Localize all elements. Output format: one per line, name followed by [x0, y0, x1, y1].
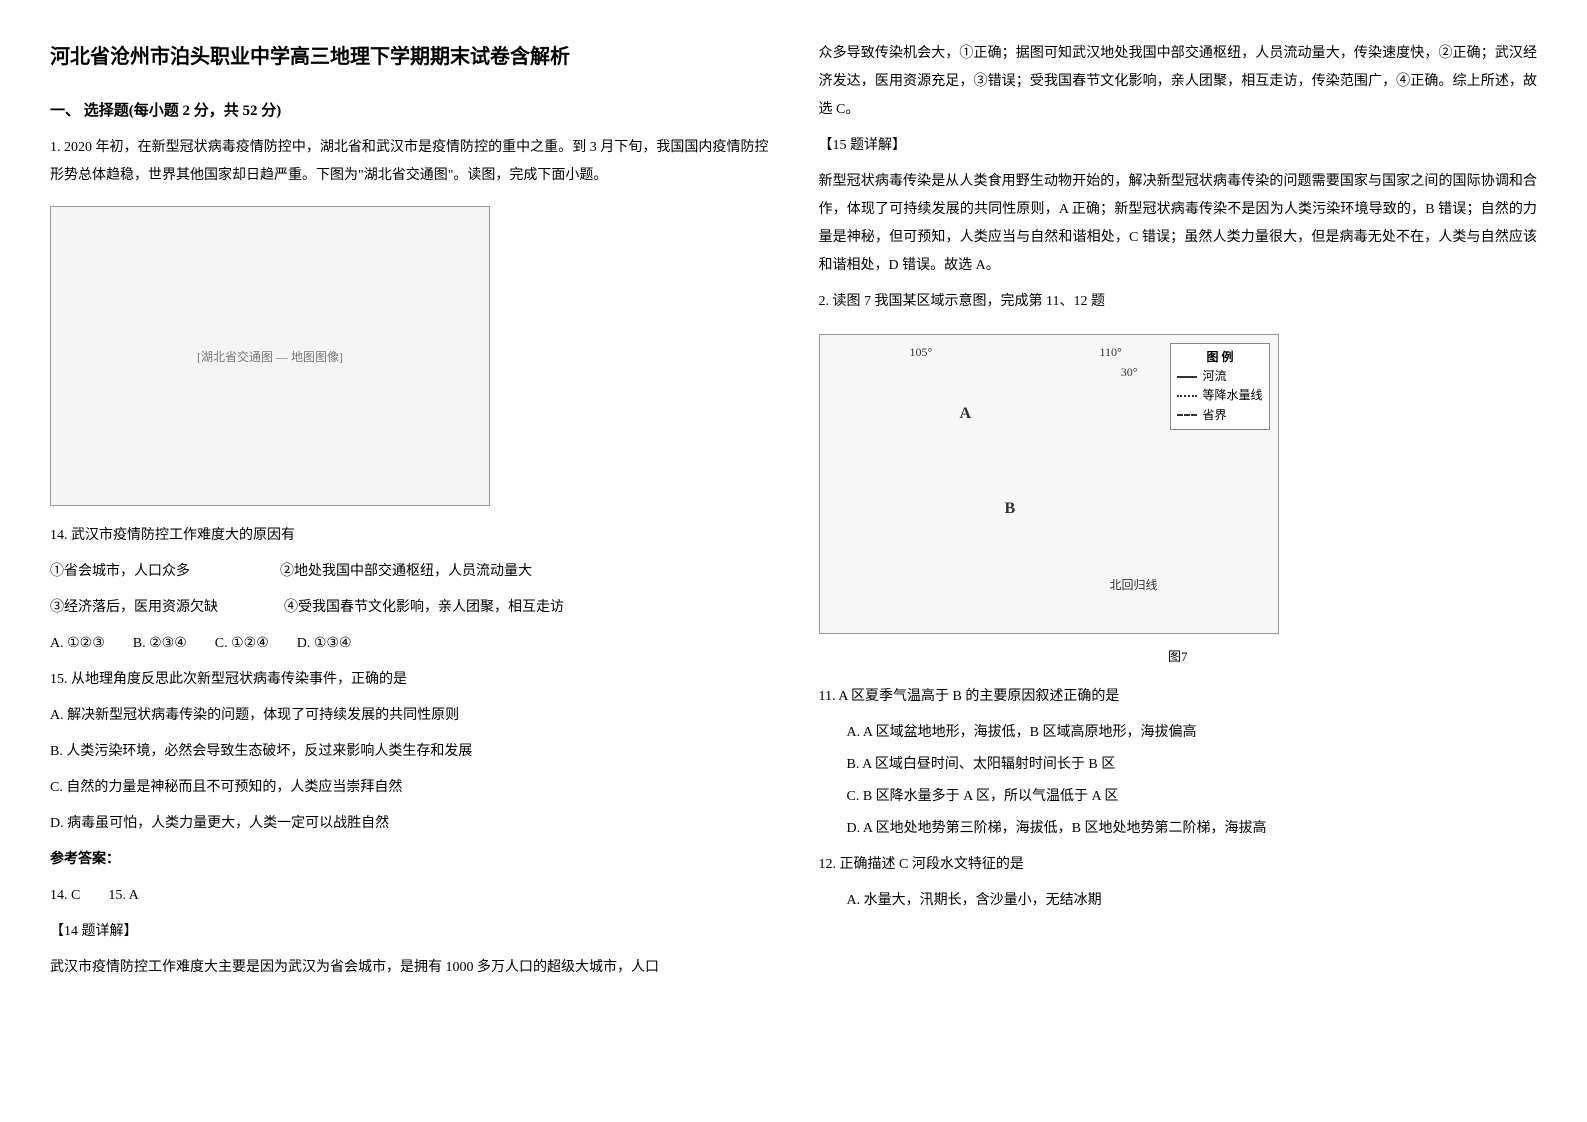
q14-optC: C. ①②④: [215, 630, 269, 658]
legend-river-label: 河流: [1202, 367, 1226, 386]
q14-options: A. ①②③ B. ②③④ C. ①②④ D. ①③④: [50, 630, 769, 658]
q11-optB: B. A 区域白昼时间、太阳辐射时间长于 B 区: [847, 751, 1538, 779]
legend-precip-row: 等降水量线: [1177, 386, 1262, 405]
legend-border-row: 省界: [1177, 406, 1262, 425]
q11-optC: C. B 区降水量多于 A 区，所以气温低于 A 区: [847, 783, 1538, 811]
q14-s4: ④受我国春节文化影响，亲人团聚，相互走访: [284, 594, 564, 622]
legend-title: 图 例: [1177, 348, 1262, 367]
q14-s3: ③经济落后，医用资源欠缺: [50, 594, 218, 622]
explain15-label: 【15 题详解】: [819, 132, 1538, 160]
figure-1-hubei-map: [湖北省交通图 — 地图图像]: [50, 206, 490, 506]
answers-line: 14. C 15. A: [50, 882, 769, 910]
fig2-lat: 30°: [1121, 365, 1138, 380]
q11-stem: 11. A 区夏季气温高于 B 的主要原因叙述正确的是: [819, 683, 1538, 711]
legend-river-row: 河流: [1177, 367, 1262, 386]
q15-optB: B. 人类污染环境，必然会导致生态破坏，反过来影响人类生存和发展: [50, 738, 769, 766]
q11-optD: D. A 区地处地势第三阶梯，海拔低，B 区地处地势第二阶梯，海拔高: [847, 815, 1538, 843]
page-title: 河北省沧州市泊头职业中学高三地理下学期期末试卷含解析: [50, 40, 769, 69]
figure-2-caption: 图7: [819, 646, 1538, 665]
fig2-lon1: 105°: [910, 345, 933, 360]
figure-2-legend: 图 例 河流 等降水量线 省界: [1170, 343, 1269, 430]
q15-optC: C. 自然的力量是神秘而且不可预知的，人类应当崇拜自然: [50, 774, 769, 802]
explain14-label: 【14 题详解】: [50, 918, 769, 946]
q14-s1: ①省会城市，人口众多: [50, 558, 190, 586]
legend-precip-label: 等降水量线: [1202, 386, 1262, 405]
legend-border-icon: [1177, 414, 1197, 416]
q15-stem: 15. 从地理角度反思此次新型冠状病毒传染事件，正确的是: [50, 666, 769, 694]
fig2-lon2: 110°: [1100, 345, 1122, 360]
q12-options: A. 水量大，汛期长，含沙量小，无结冰期: [847, 887, 1538, 915]
legend-river-icon: [1177, 376, 1197, 378]
left-column: 河北省沧州市泊头职业中学高三地理下学期期末试卷含解析 一、 选择题(每小题 2 …: [50, 40, 769, 1082]
q1-intro: 1. 2020 年初，在新型冠状病毒疫情防控中，湖北省和武汉市是疫情防控的重中之…: [50, 134, 769, 190]
q11-optA: A. A 区域盆地地形，海拔低，B 区域高原地形，海拔偏高: [847, 719, 1538, 747]
q12-optA: A. 水量大，汛期长，含沙量小，无结冰期: [847, 887, 1538, 915]
q14-statements-row1: ①省会城市，人口众多 ②地处我国中部交通枢纽，人员流动量大: [50, 558, 769, 586]
q14-s2: ②地处我国中部交通枢纽，人员流动量大: [280, 558, 532, 586]
legend-border-label: 省界: [1202, 406, 1226, 425]
legend-precip-icon: [1177, 395, 1197, 397]
q14-stem: 14. 武汉市疫情防控工作难度大的原因有: [50, 522, 769, 550]
section-1-heading: 一、 选择题(每小题 2 分，共 52 分): [50, 99, 769, 120]
q14-optB: B. ②③④: [133, 630, 187, 658]
explain15-p1: 新型冠状病毒传染是从人类食用野生动物开始的，解决新型冠状病毒传染的问题需要国家与…: [819, 168, 1538, 280]
q14-optD: D. ①③④: [297, 630, 352, 658]
fig2-B: B: [1005, 500, 1016, 518]
q15-optD: D. 病毒虽可怕，人类力量更大，人类一定可以战胜自然: [50, 810, 769, 838]
explain14-p2: 众多导致传染机会大，①正确；据图可知武汉地处我国中部交通枢纽，人员流动量大，传染…: [819, 40, 1538, 124]
q11-options: A. A 区域盆地地形，海拔低，B 区域高原地形，海拔偏高 B. A 区域白昼时…: [847, 719, 1538, 843]
figure-1-alt: [湖北省交通图 — 地图图像]: [197, 348, 343, 365]
q12-stem: 12. 正确描述 C 河段水文特征的是: [819, 851, 1538, 879]
figure-2-region-map: 105° 110° 30° A B 北回归线 图 例 河流 等降水量线 省界: [819, 334, 1279, 634]
q2-intro: 2. 读图 7 我国某区域示意图，完成第 11、12 题: [819, 288, 1538, 316]
q15-optA: A. 解决新型冠状病毒传染的问题，体现了可持续发展的共同性原则: [50, 702, 769, 730]
explain14-p1: 武汉市疫情防控工作难度大主要是因为武汉为省会城市，是拥有 1000 多万人口的超…: [50, 954, 769, 982]
q14-statements-row2: ③经济落后，医用资源欠缺 ④受我国春节文化影响，亲人团聚，相互走访: [50, 594, 769, 622]
fig2-A: A: [960, 405, 972, 423]
right-column: 众多导致传染机会大，①正确；据图可知武汉地处我国中部交通枢纽，人员流动量大，传染…: [819, 40, 1538, 1082]
q14-optA: A. ①②③: [50, 630, 105, 658]
fig2-tropic: 北回归线: [1109, 576, 1157, 593]
answers-heading: 参考答案：: [50, 846, 769, 874]
